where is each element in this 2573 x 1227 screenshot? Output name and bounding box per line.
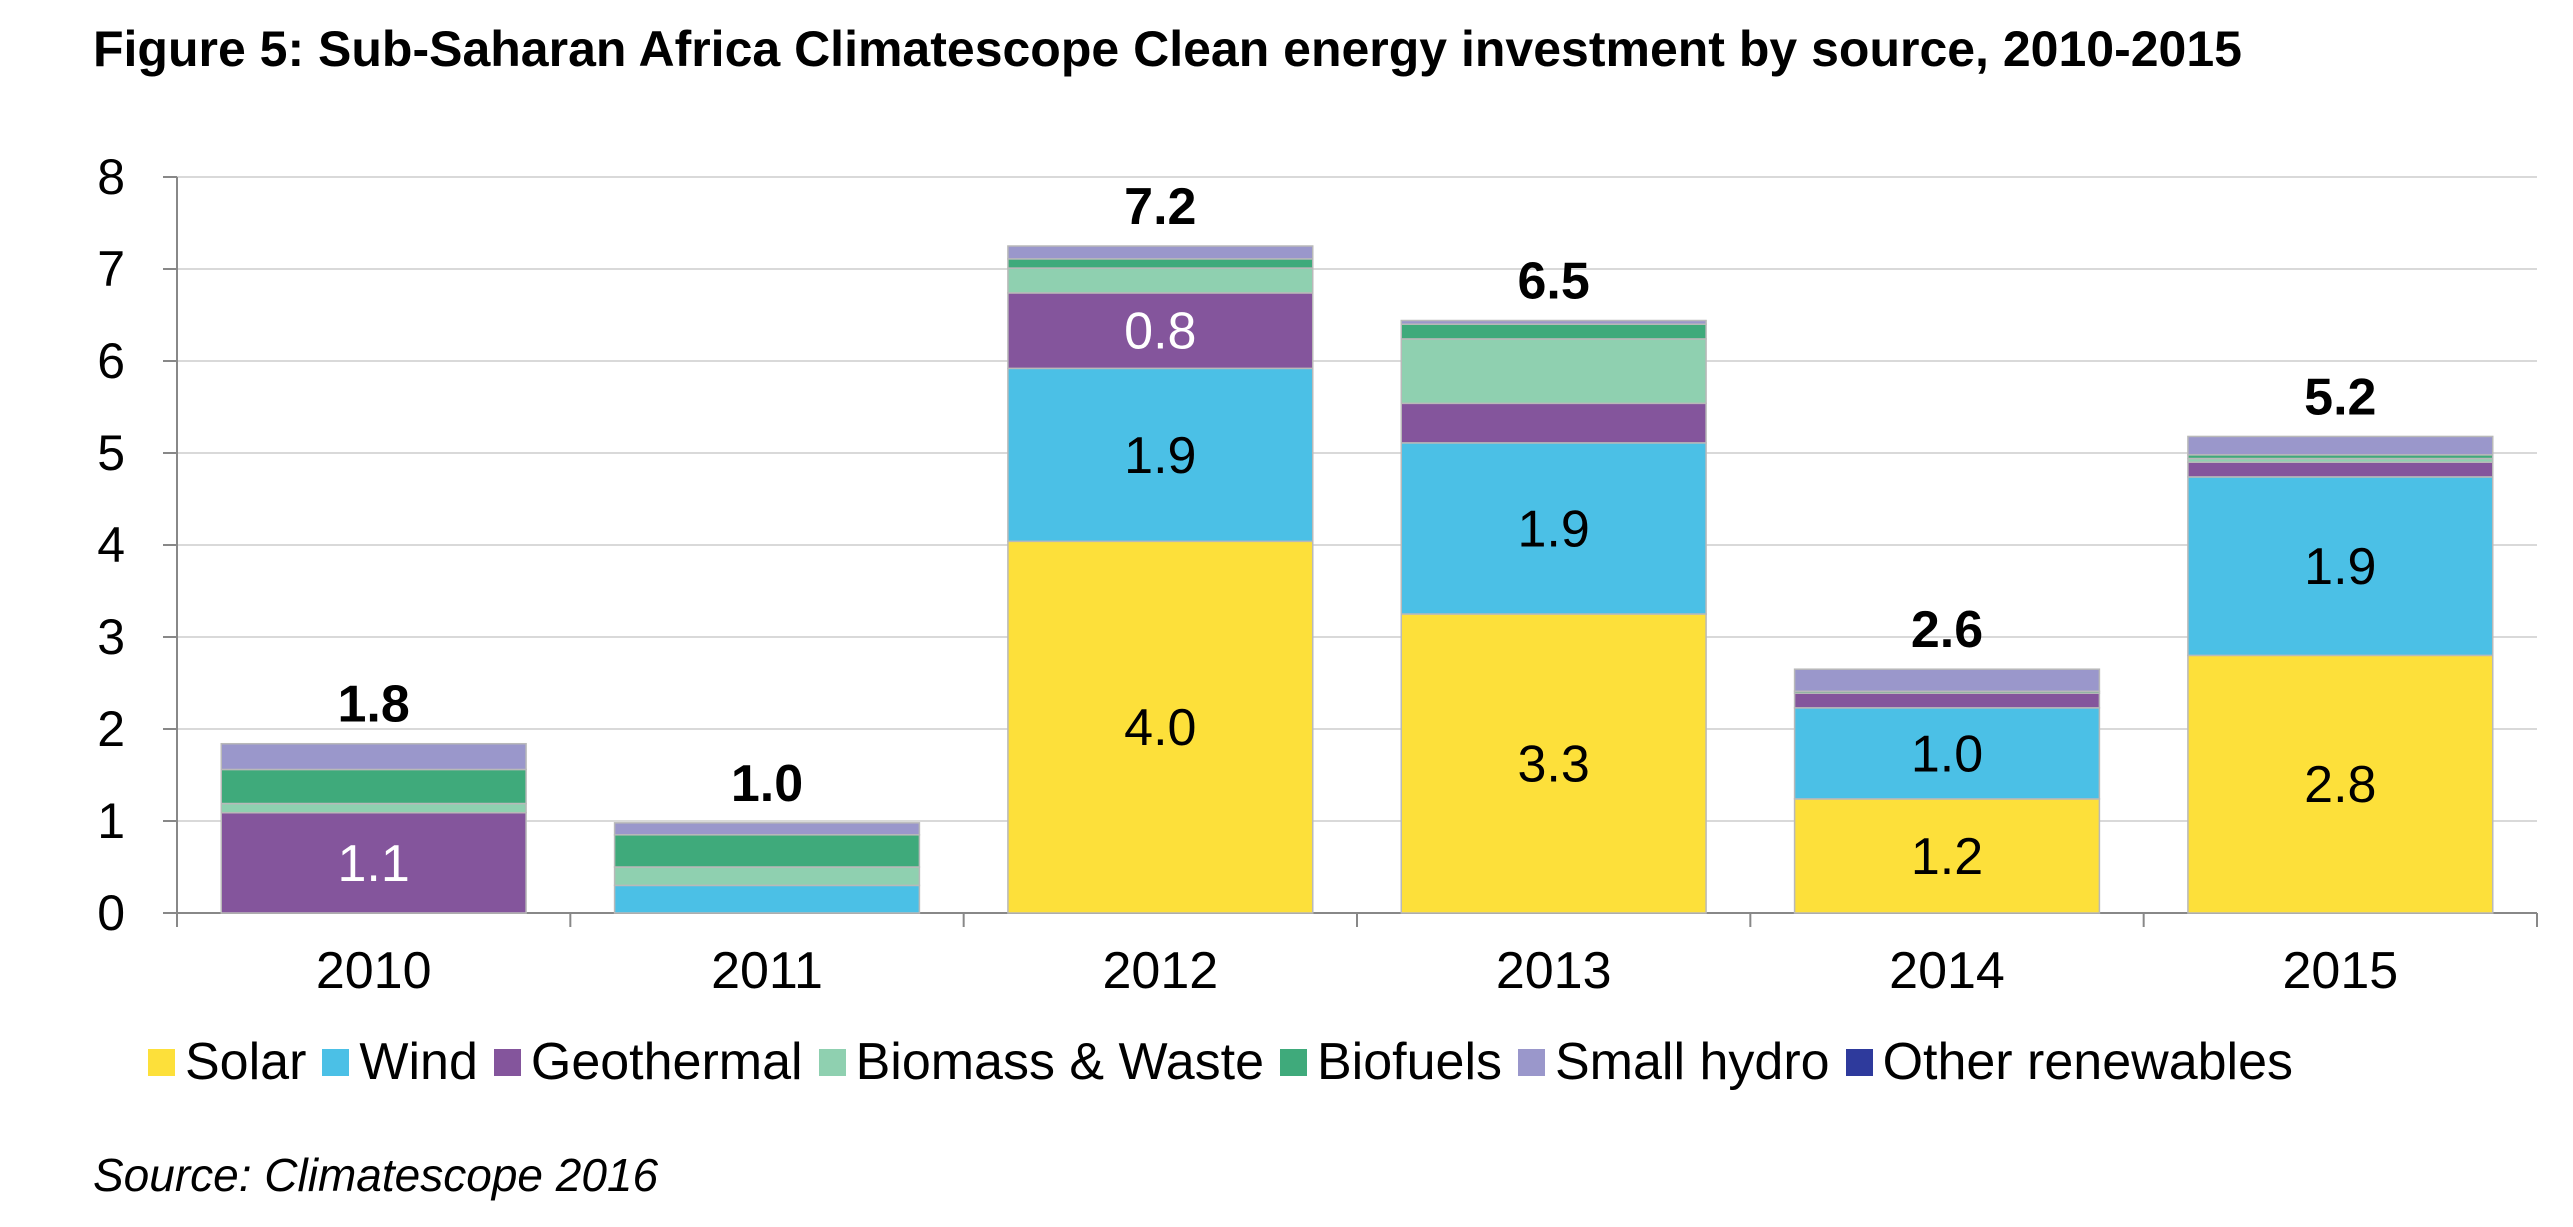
segment-value-label: 1.1 — [338, 835, 410, 893]
bar-segment-geothermal — [2187, 461, 2494, 478]
bar-total-label: 2.6 — [1911, 601, 1983, 659]
bar-segment-wind — [1793, 707, 2101, 800]
legend-swatch — [322, 1048, 350, 1076]
bar-total-label: 5.2 — [2304, 368, 2376, 426]
y-tick-label: 7 — [97, 241, 125, 297]
legend-item: Geothermal — [493, 1032, 803, 1092]
bar-segment-biomass-waste — [1400, 338, 1707, 405]
x-tick-label: 2010 — [316, 942, 432, 1000]
y-tick-label: 2 — [97, 701, 125, 757]
legend-swatch — [1280, 1048, 1307, 1076]
bar-segment-small-hydro — [220, 742, 527, 771]
legend-label: Small hydro — [1555, 1033, 1830, 1091]
bar-segment-geothermal — [1400, 402, 1707, 444]
y-tick-label: 3 — [97, 609, 125, 665]
legend-item: Biomass & Waste — [818, 1032, 1264, 1092]
bar-segment-solar — [1793, 798, 2101, 914]
x-tick-label: 2012 — [1102, 942, 1218, 1000]
source-note: Source: Climatescope 2016 — [93, 1149, 659, 1201]
legend-label: Solar — [185, 1033, 307, 1091]
bar-total-label: 6.5 — [1518, 253, 1590, 311]
y-tick-label: 6 — [97, 333, 125, 389]
bar-segment-biomass-waste — [220, 802, 527, 814]
stacked-bar-chart: 0 1 2 3 4 5 6 7 8 1.8 2010 1.0 2011 7.2 2012 6.5 2013 2.6… — [97, 149, 2538, 1000]
bar-segment-wind — [613, 884, 921, 914]
segment-value-label: 1.9 — [2304, 538, 2376, 596]
segment-value-label: 2.8 — [2304, 756, 2376, 814]
bar-segment-small-hydro — [1793, 668, 2101, 693]
segment-value-label: 1.2 — [1911, 828, 1983, 886]
bar-segment-small-hydro — [1400, 319, 1707, 325]
bar-segment-biofuels — [1007, 258, 1314, 269]
bar-segment-wind — [2187, 476, 2494, 657]
bar-segment-biofuels — [613, 834, 921, 868]
bar-segment-wind — [1400, 442, 1707, 615]
bar-segment-solar — [1007, 540, 1314, 914]
bar-segment-wind — [1007, 367, 1314, 543]
y-tick-label: 0 — [97, 885, 125, 941]
legend-item: Solar — [148, 1032, 306, 1092]
legend-swatch — [148, 1048, 175, 1076]
x-tick-label: 2015 — [2282, 942, 2398, 1000]
bar-segment-biofuels — [220, 768, 527, 805]
bar-segment-geothermal — [220, 811, 527, 914]
legend-label: Wind — [359, 1033, 478, 1091]
legend-label: Biomass & Waste — [855, 1033, 1264, 1091]
y-tick-label: 8 — [97, 149, 125, 205]
bar-segment-small-hydro — [2187, 435, 2494, 456]
bar-segment-biofuels — [1400, 323, 1707, 340]
bar-total-label: 7.2 — [1124, 178, 1196, 236]
bar-segment-biomass-waste — [613, 866, 921, 887]
bar-segment-small-hydro — [1007, 245, 1314, 260]
x-tick-label: 2013 — [1496, 942, 1612, 1000]
y-tick-label: 1 — [97, 793, 125, 849]
bar-segment-solar — [2187, 654, 2494, 914]
legend-label: Biofuels — [1317, 1033, 1502, 1091]
legend-swatch — [818, 1048, 846, 1076]
bar-total-label: 1.0 — [731, 755, 803, 813]
x-tick-label: 2014 — [1889, 942, 2005, 1000]
segment-value-label: 1.9 — [1124, 427, 1196, 485]
legend-label: Other renewables — [1882, 1033, 2294, 1091]
chart-legend: Solar Wind Geothermal Biomass & Waste Biofue… — [148, 1032, 2309, 1092]
legend-swatch — [1518, 1048, 1545, 1076]
segment-value-label: 1.0 — [1911, 725, 1983, 783]
segment-value-label: 0.8 — [1124, 303, 1196, 361]
bar-segment-solar — [1400, 613, 1707, 914]
bar-segment-geothermal — [1793, 692, 2101, 709]
chart-title: Figure 5: Sub-Saharan Africa Climatescop… — [93, 21, 2242, 77]
y-tick-label: 5 — [97, 425, 125, 481]
segment-value-label: 1.9 — [1518, 500, 1590, 558]
segment-value-label: 4.0 — [1124, 699, 1196, 757]
legend-swatch — [493, 1048, 521, 1076]
legend-item: Biofuels — [1280, 1032, 1502, 1092]
legend-item: Wind — [322, 1032, 478, 1092]
legend-item: Small hydro — [1518, 1032, 1830, 1092]
legend-swatch — [1845, 1048, 1873, 1076]
bar-segment-small-hydro — [613, 822, 921, 836]
bar-total-label: 1.8 — [338, 676, 410, 734]
legend-item: Other renewables — [1845, 1032, 2294, 1092]
bar-segment-biomass-waste — [1007, 267, 1314, 294]
segment-value-label: 3.3 — [1518, 736, 1590, 794]
y-tick-label: 4 — [97, 517, 125, 573]
legend-label: Geothermal — [530, 1033, 803, 1091]
x-tick-label: 2011 — [711, 942, 823, 1000]
